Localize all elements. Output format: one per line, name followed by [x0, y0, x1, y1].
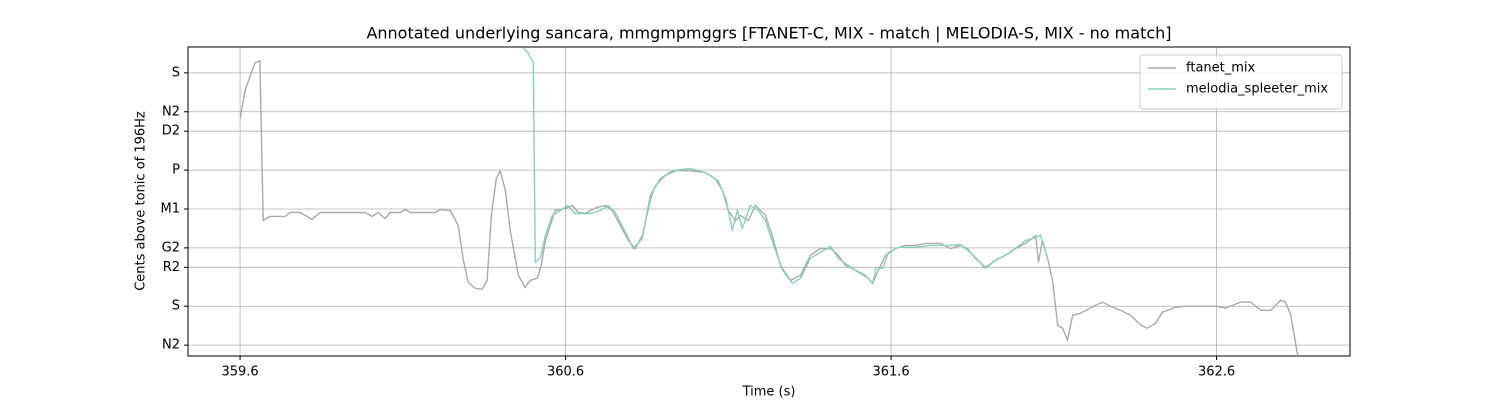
y-axis-label: Cents above tonic of 196Hz: [134, 111, 149, 291]
data-line: [522, 47, 1049, 285]
y-tick-label: G2: [162, 240, 180, 255]
y-tick-label: D2: [162, 124, 180, 139]
x-axis-label: Time (s): [742, 385, 796, 400]
y-tick-label: R2: [163, 260, 180, 275]
x-tick-label: 361.6: [872, 365, 909, 380]
legend-label: ftanet_mix: [1186, 61, 1256, 76]
y-tick-label: S: [172, 65, 180, 80]
x-tick-label: 362.6: [1198, 365, 1235, 380]
chart-title: Annotated underlying sancara, mmgmpmggrs…: [366, 24, 1171, 43]
x-tick-label: 359.6: [221, 365, 258, 380]
legend-box: [1139, 54, 1343, 110]
data-line: [239, 59, 1299, 356]
y-tick-label: S: [172, 299, 180, 314]
y-tick-label: M1: [161, 201, 181, 216]
legend-label: melodia_spleeter_mix: [1186, 82, 1328, 97]
x-tick-label: 360.6: [547, 365, 584, 380]
y-tick-label: P: [172, 163, 180, 178]
plot-frame: [187, 46, 1351, 357]
y-tick-label: N2: [162, 338, 180, 353]
y-tick-label: N2: [162, 104, 180, 119]
